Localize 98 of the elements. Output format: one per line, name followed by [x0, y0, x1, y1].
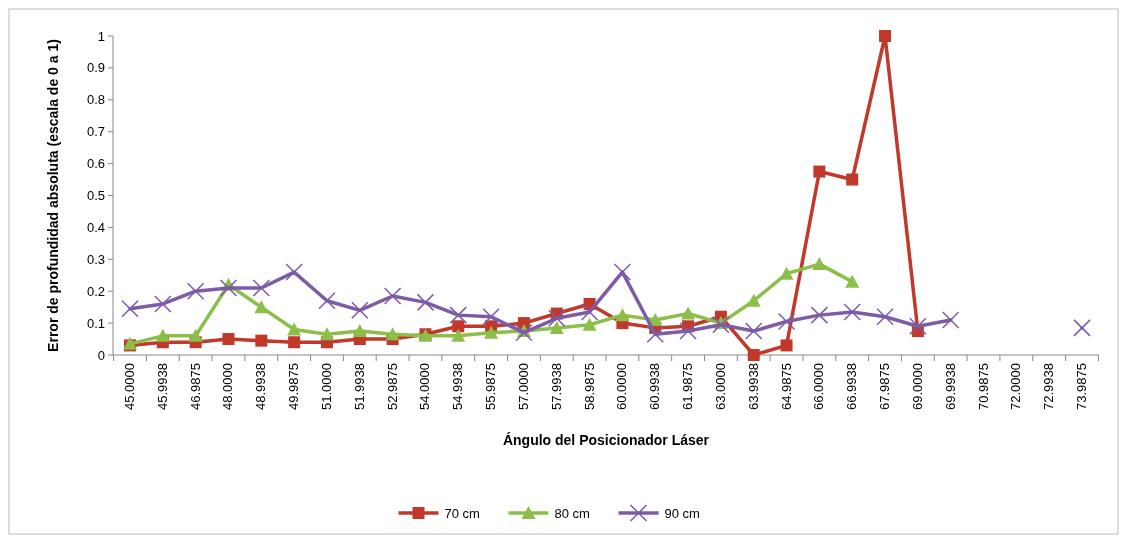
point	[252, 279, 271, 297]
x-tick-label: 49.9875	[286, 363, 302, 410]
point	[613, 263, 632, 281]
x-tick-label: 69.9938	[942, 363, 958, 410]
y-tick-label: 0.1	[86, 315, 105, 331]
point	[746, 293, 761, 307]
point	[452, 320, 465, 333]
point	[712, 315, 730, 334]
x-tick-label: 57.9938	[548, 363, 564, 410]
point	[351, 301, 369, 320]
x-tick-label: 72.0000	[1008, 363, 1024, 410]
x-tick-label: 63.9938	[745, 363, 761, 410]
x-tick-label: 73.9875	[1074, 363, 1089, 410]
x-tick-label: 60.0000	[614, 363, 630, 410]
x-tick-label: 67.9875	[877, 363, 893, 410]
x-tick-label: 66.0000	[811, 363, 827, 410]
point	[319, 327, 334, 341]
point	[219, 279, 238, 297]
point	[843, 303, 861, 321]
point	[222, 333, 235, 346]
legend-label: 70 cm	[444, 505, 480, 521]
y-tick-label: 0.6	[86, 156, 105, 172]
x-tick-label: 54.0000	[417, 363, 433, 410]
point	[254, 300, 269, 314]
point	[451, 328, 466, 342]
point	[580, 303, 599, 321]
y-tick-label: 0.2	[86, 283, 105, 299]
x-tick-label: 52.9875	[384, 363, 400, 410]
point	[582, 317, 597, 331]
point	[549, 320, 564, 334]
point	[121, 300, 139, 318]
point	[186, 282, 205, 300]
x-tick-label: 48.9938	[253, 363, 269, 410]
y-tick-label: 0.4	[86, 219, 105, 235]
y-tick-label: 1	[97, 28, 105, 44]
point	[615, 308, 630, 322]
x-tick-label: 60.9938	[647, 363, 663, 410]
point	[548, 309, 566, 328]
point	[941, 311, 960, 329]
point	[449, 306, 468, 324]
legend-label: 80 cm	[554, 505, 590, 521]
point	[288, 336, 301, 349]
x-tick-label: 45.9938	[154, 363, 170, 410]
point	[810, 306, 829, 324]
point	[780, 339, 793, 352]
point	[879, 30, 892, 42]
y-tick-label: 0.8	[86, 92, 105, 108]
point	[744, 322, 763, 340]
x-tick-label: 55.9875	[483, 363, 499, 410]
x-tick-label: 45.0000	[122, 363, 137, 410]
point	[318, 292, 336, 310]
point	[747, 349, 760, 361]
point	[679, 322, 697, 340]
x-tick-label: 58.9875	[581, 363, 597, 410]
point	[777, 312, 796, 331]
point	[416, 293, 435, 312]
x-tick-label: 54.9938	[450, 363, 466, 410]
x-tick-label: 66.9938	[844, 363, 860, 410]
point	[1073, 319, 1091, 337]
point	[515, 323, 533, 342]
x-tick-label: 51.0000	[318, 363, 334, 410]
point	[909, 317, 927, 336]
x-tick-label: 64.9875	[778, 363, 794, 410]
y-tick-label: 0.3	[86, 251, 105, 267]
point	[154, 295, 172, 313]
y-tick-label: 0	[97, 347, 105, 363]
point	[484, 325, 499, 339]
x-tick-label: 57.0000	[515, 363, 531, 410]
y-tick-label: 0.9	[86, 60, 105, 76]
point	[255, 334, 268, 347]
x-tick-label: 48.0000	[220, 363, 236, 410]
x-axis-title: Ángulo del Posicionador Láser	[502, 432, 710, 448]
y-tick-label: 0.7	[86, 124, 105, 140]
point	[155, 328, 170, 342]
x-tick-label: 51.9938	[351, 363, 367, 410]
point	[681, 306, 696, 320]
point	[779, 266, 794, 280]
point	[188, 328, 203, 342]
point	[876, 307, 894, 326]
point	[845, 274, 860, 288]
point	[383, 287, 402, 305]
point	[482, 307, 500, 326]
x-tick-label: 46.9875	[187, 363, 203, 410]
point	[812, 257, 827, 271]
x-tick-label: 69.0000	[909, 363, 925, 410]
point	[846, 173, 859, 186]
point	[287, 322, 302, 336]
x-tick-label: 61.9875	[680, 363, 696, 410]
x-tick-label: 72.9938	[1041, 363, 1057, 410]
x-tick-label: 70.9875	[975, 363, 991, 410]
y-axis-title: Error de profundidad absoluta (escala de 0 a 1)	[45, 39, 61, 352]
point	[646, 325, 664, 344]
point	[352, 324, 367, 338]
y-tick-label: 0.5	[86, 188, 105, 204]
point	[385, 327, 400, 341]
x-tick-label: 63.0000	[712, 363, 728, 410]
point	[813, 165, 826, 178]
legend-label: 90 cm	[664, 505, 700, 521]
